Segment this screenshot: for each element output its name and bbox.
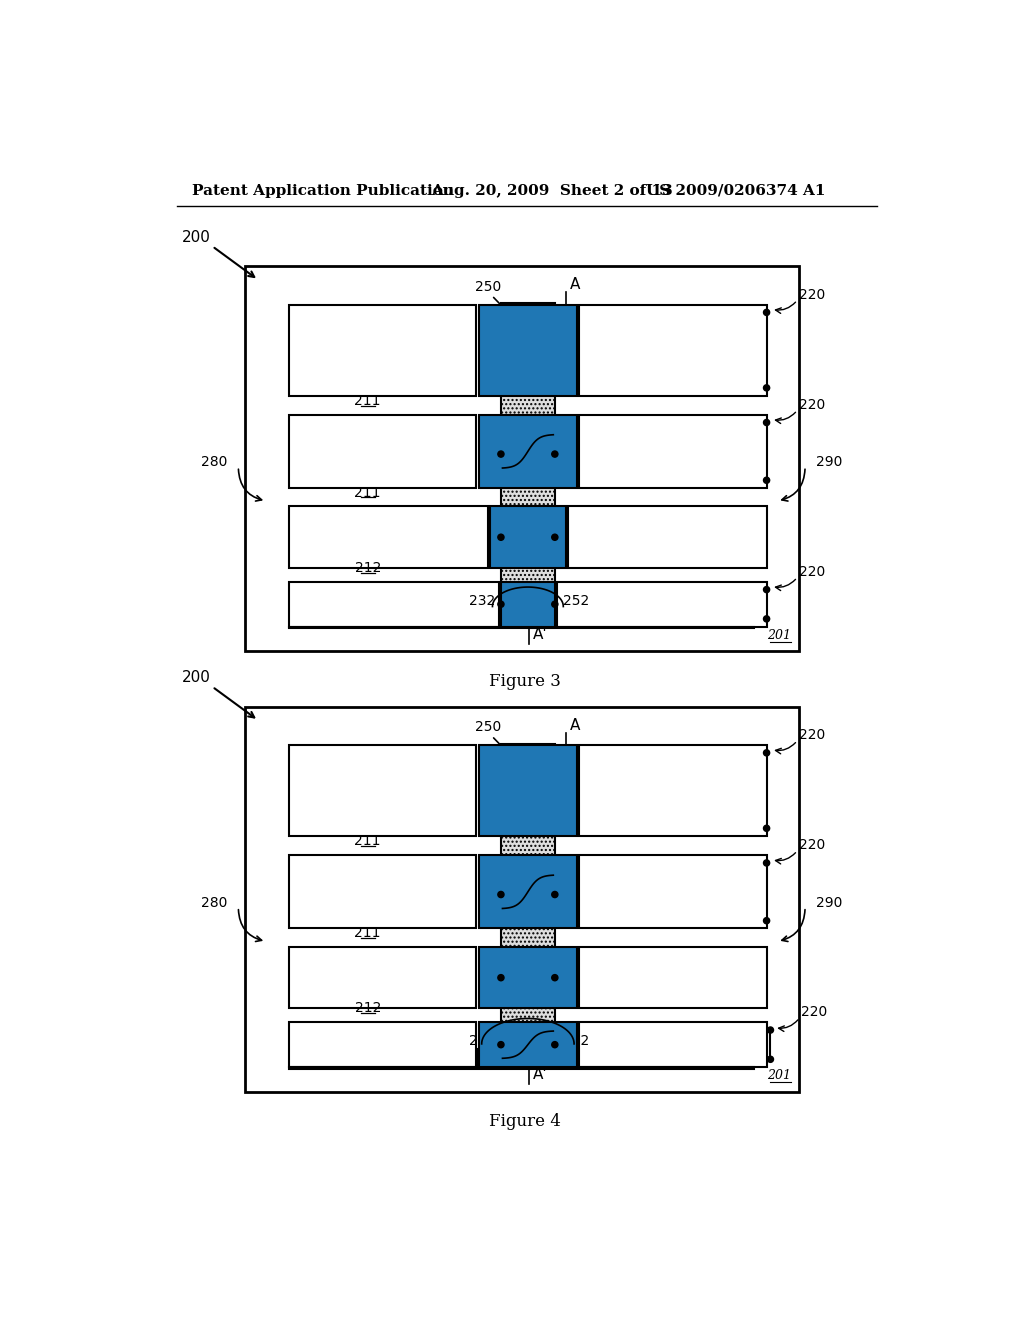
Text: 280: 280 <box>201 455 227 470</box>
Circle shape <box>764 750 770 756</box>
Circle shape <box>552 974 558 981</box>
Text: 232: 232 <box>469 1035 495 1048</box>
Text: 211: 211 <box>354 393 381 408</box>
Bar <box>557 582 767 627</box>
Text: 220: 220 <box>799 729 825 742</box>
Text: 220: 220 <box>799 565 825 578</box>
Circle shape <box>764 586 770 593</box>
Bar <box>501 582 555 627</box>
Bar <box>289 744 476 836</box>
Text: 251: 251 <box>486 424 513 438</box>
Text: A: A <box>569 718 580 733</box>
Circle shape <box>552 1041 558 1048</box>
Bar <box>580 744 767 836</box>
Bar <box>478 305 578 396</box>
Circle shape <box>764 917 770 924</box>
Bar <box>245 706 799 1092</box>
Bar <box>501 304 555 609</box>
Text: 212: 212 <box>354 561 381 576</box>
Circle shape <box>498 535 504 540</box>
Text: 212: 212 <box>354 1002 381 1015</box>
Text: Figure 3: Figure 3 <box>488 673 561 690</box>
Bar <box>289 414 476 488</box>
Text: 201: 201 <box>767 628 792 642</box>
Text: Aug. 20, 2009  Sheet 2 of 13: Aug. 20, 2009 Sheet 2 of 13 <box>431 183 673 198</box>
Circle shape <box>764 825 770 832</box>
Bar <box>580 305 767 396</box>
Text: A: A <box>569 277 580 293</box>
Text: 232: 232 <box>469 594 495 609</box>
Circle shape <box>498 451 504 457</box>
Circle shape <box>552 451 558 457</box>
Bar <box>478 414 578 488</box>
Bar <box>289 582 499 627</box>
Bar <box>580 414 767 488</box>
Text: 252: 252 <box>562 594 589 609</box>
Circle shape <box>767 1027 773 1034</box>
Bar <box>580 946 767 1008</box>
Bar <box>501 743 555 1049</box>
Circle shape <box>764 385 770 391</box>
Text: 220: 220 <box>799 397 825 412</box>
Text: 211: 211 <box>354 834 381 849</box>
Bar <box>289 507 487 568</box>
Bar <box>289 855 476 928</box>
Circle shape <box>767 1056 773 1063</box>
Circle shape <box>764 420 770 425</box>
Circle shape <box>498 891 504 898</box>
Bar <box>289 627 755 628</box>
Text: 211: 211 <box>354 927 381 940</box>
Text: Patent Application Publication: Patent Application Publication <box>193 183 455 198</box>
Circle shape <box>552 535 558 540</box>
Bar <box>580 1022 767 1067</box>
Text: 220: 220 <box>799 288 825 301</box>
Text: 290: 290 <box>816 455 842 470</box>
Bar <box>478 744 578 836</box>
Circle shape <box>498 601 504 607</box>
Text: 250: 250 <box>475 721 501 734</box>
Circle shape <box>498 974 504 981</box>
Text: 280: 280 <box>201 896 227 909</box>
Circle shape <box>764 477 770 483</box>
Circle shape <box>552 891 558 898</box>
Text: 251: 251 <box>486 865 513 879</box>
Text: A': A' <box>532 627 547 642</box>
Bar <box>478 1049 578 1067</box>
Text: 231: 231 <box>545 865 571 879</box>
Circle shape <box>764 615 770 622</box>
Bar <box>490 507 565 568</box>
Bar <box>478 855 578 928</box>
Circle shape <box>764 309 770 315</box>
Text: 290: 290 <box>816 896 842 909</box>
Bar <box>478 1022 578 1067</box>
Text: US 2009/0206374 A1: US 2009/0206374 A1 <box>646 183 826 198</box>
Bar <box>245 267 799 651</box>
Circle shape <box>498 1041 504 1048</box>
Text: 200: 200 <box>182 230 211 244</box>
Bar <box>289 305 476 396</box>
Text: 250: 250 <box>475 280 501 294</box>
Text: A': A' <box>532 1068 547 1082</box>
Text: Figure 4: Figure 4 <box>488 1113 561 1130</box>
Bar <box>289 946 476 1008</box>
Bar <box>478 946 578 1008</box>
Bar <box>289 1067 755 1069</box>
Circle shape <box>552 601 558 607</box>
Text: 211: 211 <box>354 486 381 499</box>
Bar <box>580 855 767 928</box>
Text: 220: 220 <box>801 1006 827 1019</box>
Text: 201: 201 <box>767 1069 792 1082</box>
Circle shape <box>764 859 770 866</box>
Text: 231: 231 <box>545 424 571 438</box>
Text: 220: 220 <box>799 838 825 853</box>
Text: 252: 252 <box>562 1035 589 1048</box>
Text: 200: 200 <box>182 671 211 685</box>
Bar <box>568 507 767 568</box>
Bar <box>289 1022 476 1067</box>
